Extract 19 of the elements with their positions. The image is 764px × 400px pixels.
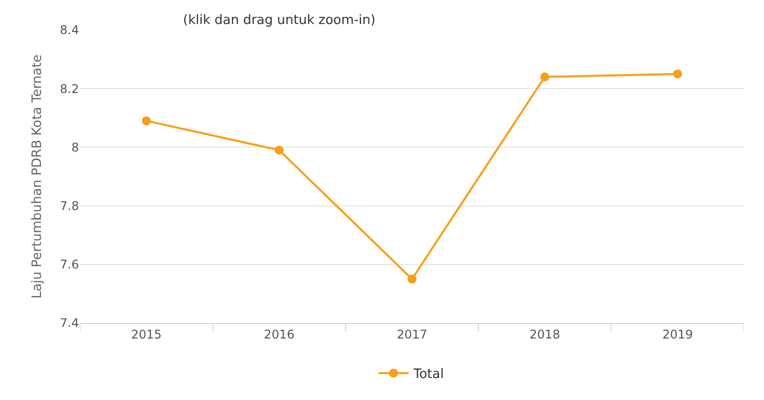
legend-label: Total <box>412 367 444 382</box>
point <box>274 146 284 155</box>
chart-subtitle: (klik dan drag untuk zoom-in) <box>183 13 376 28</box>
point <box>673 69 682 78</box>
y-tick-label: 8.4 <box>60 23 79 38</box>
y-tick-label: 7.4 <box>60 316 79 330</box>
y-tick-label: 8 <box>71 140 79 154</box>
y-tick-label: 7.8 <box>60 199 79 213</box>
y-tick-label: 8.2 <box>60 82 79 96</box>
y-axis-title: Laju Pertumbuhan PDRB Kota Ternate <box>30 54 45 299</box>
point <box>408 274 416 284</box>
point <box>142 116 151 126</box>
x-tick-label: 2016 <box>264 327 294 342</box>
x-tick-label: 2017 <box>396 327 428 342</box>
x-tick-label: 2019 <box>662 327 693 342</box>
y-tick-label: 7.6 <box>60 258 79 272</box>
x-tick-label: 2018 <box>530 327 560 342</box>
x-tick-label: 2015 <box>131 327 162 342</box>
point <box>540 72 550 82</box>
